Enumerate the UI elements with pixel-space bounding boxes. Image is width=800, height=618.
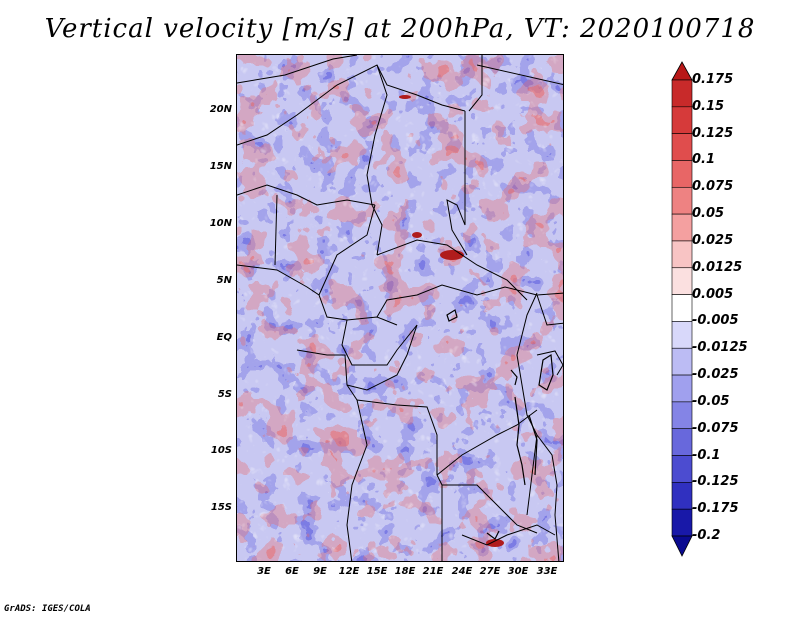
lat-label-5s: 5S xyxy=(217,389,232,400)
colorbar-swatch xyxy=(671,133,693,161)
colorbar-swatch xyxy=(671,186,693,215)
colorbar-level-label: -0.125 xyxy=(692,474,739,490)
colorbar-cap-top xyxy=(671,61,693,81)
colorbar-swatch xyxy=(671,482,693,510)
lat-label-15n: 15N xyxy=(209,161,232,172)
lon-label-24e: 24E xyxy=(451,566,473,577)
colorbar-level-label: 0.125 xyxy=(692,125,734,141)
lat-label-10s: 10S xyxy=(210,445,232,456)
colorbar-level-label: -0.2 xyxy=(692,528,721,543)
colorbar-level-label: -0.0125 xyxy=(692,340,748,356)
map-title: Vertical velocity [m/s] at 200hPa, VT: 2… xyxy=(44,14,756,44)
lat-label-5n: 5N xyxy=(216,275,232,286)
colorbar-swatch xyxy=(671,213,693,242)
credit-text: GrADS: IGES/COLA xyxy=(4,604,91,614)
lon-label-12e: 12E xyxy=(338,566,360,577)
colorbar-level-label: -0.075 xyxy=(692,420,739,436)
lon-label-27e: 27E xyxy=(479,566,501,577)
lon-label-30e: 30E xyxy=(507,566,529,577)
neutral-pattern xyxy=(237,55,563,561)
colorbar xyxy=(671,61,693,557)
colorbar-level-label: 0.05 xyxy=(692,206,725,222)
colorbar-swatch xyxy=(671,401,693,430)
vertical-velocity-field xyxy=(237,55,563,561)
colorbar-swatch xyxy=(671,240,693,269)
lat-label-20n: 20N xyxy=(209,104,232,115)
colorbar-level-label: 0.005 xyxy=(692,286,734,302)
colorbar-swatch xyxy=(671,347,693,376)
colorbar-swatch xyxy=(671,455,693,483)
colorbar-level-label: -0.05 xyxy=(692,393,730,409)
colorbar-level-label: 0.1 xyxy=(692,152,716,168)
lat-label-10n: 10N xyxy=(209,218,232,229)
colorbar-level-label: -0.175 xyxy=(692,501,739,517)
colorbar-level-label: 0.15 xyxy=(692,98,725,114)
lat-label-15s: 15S xyxy=(210,502,232,513)
lon-label-3e: 3E xyxy=(257,566,271,577)
colorbar-level-label: -0.005 xyxy=(692,313,739,329)
colorbar-swatch xyxy=(671,106,693,134)
colorbar-level-label: -0.025 xyxy=(692,367,739,383)
colorbar-level-label: 0.175 xyxy=(692,72,734,87)
colorbar-swatch xyxy=(671,321,693,349)
lon-label-9e: 9E xyxy=(313,566,327,577)
colorbar-swatch xyxy=(671,267,693,295)
colorbar-swatch xyxy=(671,508,693,537)
political-borders xyxy=(237,55,563,561)
colorbar-swatch xyxy=(671,79,693,108)
colorbar-swatch xyxy=(671,374,693,403)
lon-label-15e: 15E xyxy=(366,566,388,577)
lat-label-eq: EQ xyxy=(216,332,232,343)
colorbar-level-label: 0.025 xyxy=(692,232,734,248)
lon-label-21e: 21E xyxy=(422,566,444,577)
colorbar-swatch xyxy=(671,294,693,322)
colorbar-level-label: 0.0125 xyxy=(692,259,743,275)
map-panel[interactable] xyxy=(236,54,564,562)
colorbar-level-label: -0.1 xyxy=(692,447,721,463)
lon-label-6e: 6E xyxy=(285,566,299,577)
colorbar-level-label: 0.075 xyxy=(692,179,734,195)
lon-label-33e: 33E xyxy=(536,566,558,577)
lakes xyxy=(446,309,554,540)
colorbar-cap-bottom xyxy=(671,535,693,557)
colorbar-swatch xyxy=(671,428,693,456)
lon-label-18e: 18E xyxy=(394,566,416,577)
colorbar-swatch xyxy=(671,160,693,188)
